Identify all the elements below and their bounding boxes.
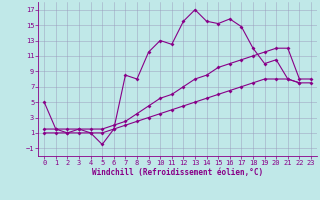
X-axis label: Windchill (Refroidissement éolien,°C): Windchill (Refroidissement éolien,°C): [92, 168, 263, 177]
